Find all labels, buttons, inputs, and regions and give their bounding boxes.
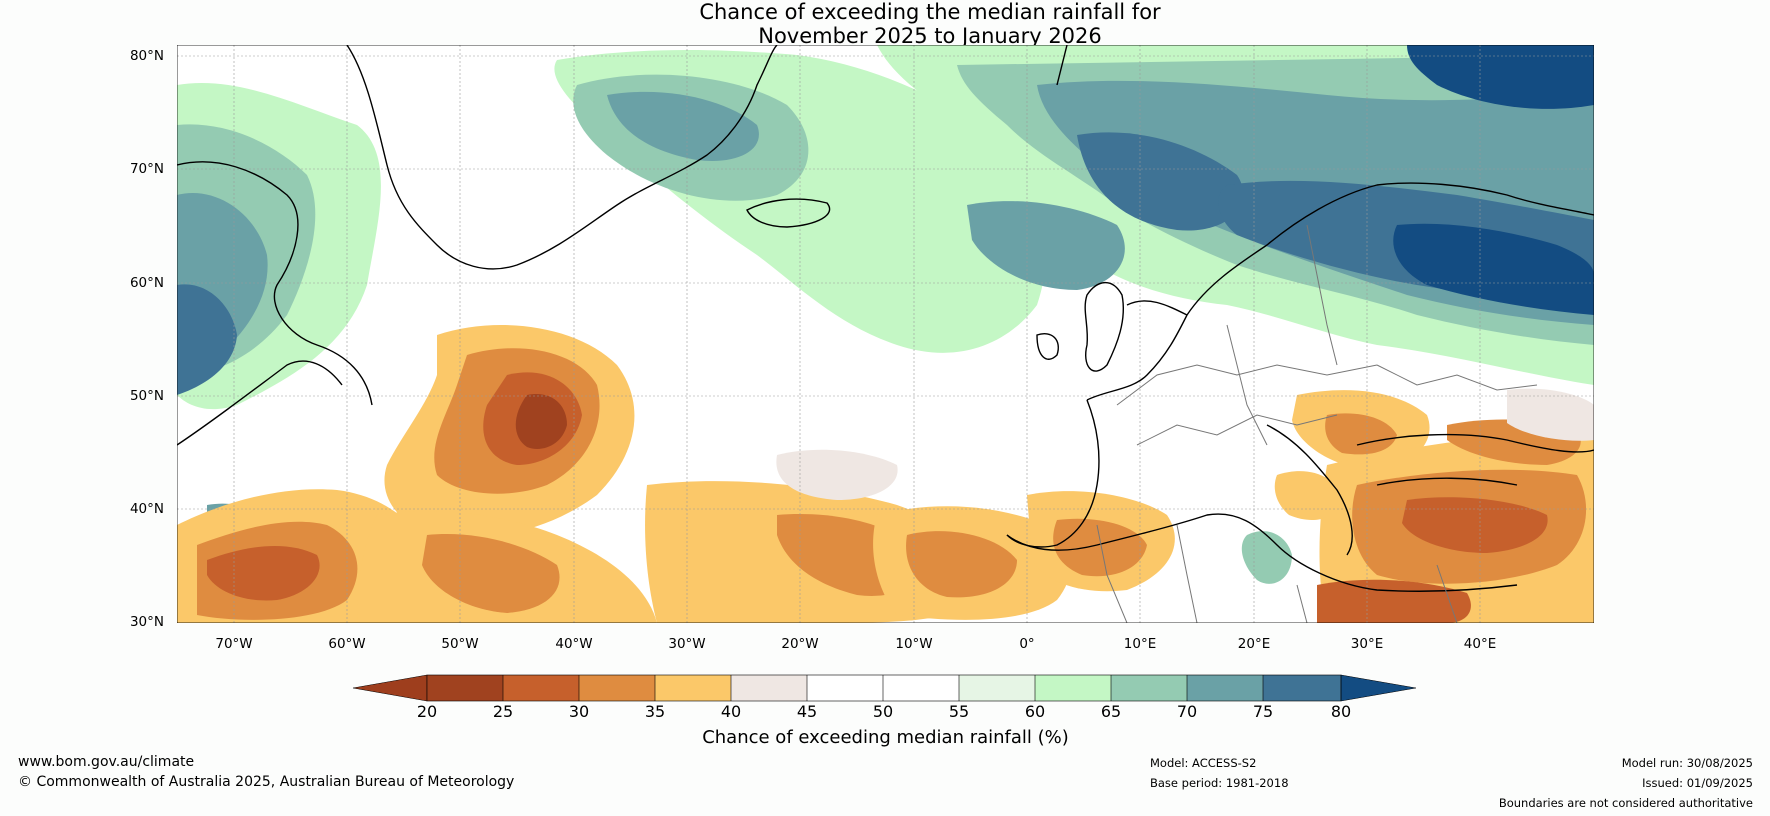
colorbar-bin-70-75 (1187, 675, 1263, 701)
disclaimer-text: Boundaries are not considered authoritat… (1498, 796, 1753, 810)
lat-label-80n: 80°N (129, 48, 164, 64)
issued-text: Issued: 01/09/2025 (1642, 776, 1753, 790)
colorbar-tick-35: 35 (644, 702, 666, 721)
lat-label-70n: 70°N (129, 161, 164, 177)
base-period-text: Base period: 1981-2018 (1150, 776, 1289, 790)
map-title-line-1: Chance of exceeding the median rainfall … (699, 0, 1161, 24)
colorbar-tick-80: 80 (1330, 702, 1352, 721)
national-borders (1096, 224, 1538, 623)
colorbar-bin-25-30 (503, 675, 579, 701)
lon-label-30e: 30°E (1350, 636, 1384, 652)
lon-label-10w: 10°W (895, 636, 933, 652)
colorbar-tick-30: 30 (568, 702, 590, 721)
colorbar-tick-60: 60 (1024, 702, 1046, 721)
lon-label-10e: 10°E (1123, 636, 1157, 652)
colorbar-extend-low (353, 674, 428, 702)
copyright-text: © Commonwealth of Australia 2025, Austra… (18, 774, 515, 790)
colorbar-bin-30-35 (579, 675, 655, 701)
lat-label-40n: 40°N (129, 501, 164, 517)
rainfall-probability-map (177, 45, 1594, 623)
colorbar-tick-65: 65 (1100, 702, 1122, 721)
colorbar-bin-20-25 (427, 675, 503, 701)
colorbar-bin-65-70 (1111, 675, 1187, 701)
map-title: Chance of exceeding the median rainfall … (0, 0, 1770, 48)
colorbar-bin-35-40 (655, 675, 731, 701)
colorbar-tick-55: 55 (948, 702, 970, 721)
website-link[interactable]: www.bom.gov.au/climate (18, 754, 195, 770)
lon-label-70w: 70°W (215, 636, 253, 652)
colorbar-bin-60-65 (1035, 675, 1111, 701)
wet-anomaly-regions (177, 45, 1594, 584)
dry-anomaly-regions (177, 325, 1594, 623)
lat-label-30n: 30°N (129, 614, 164, 630)
colorbar-extend-high (1340, 674, 1417, 702)
colorbar-label: Chance of exceeding median rainfall (%) (702, 727, 1069, 748)
lon-label-20e: 20°E (1237, 636, 1271, 652)
colorbar-tick-75: 75 (1252, 702, 1274, 721)
colorbar-dividers (426, 674, 1342, 702)
colorbar-tick-20: 20 (416, 702, 438, 721)
colorbar (353, 674, 1417, 702)
colorbar-tick-40: 40 (720, 702, 742, 721)
graticule-lines (177, 45, 1594, 623)
colorbar-tick-45: 45 (796, 702, 818, 721)
lat-label-50n: 50°N (129, 388, 164, 404)
lon-label-50w: 50°W (441, 636, 479, 652)
colorbar-bin-50-55 (883, 675, 959, 701)
coastlines (177, 45, 1594, 592)
map-title-line-2: November 2025 to January 2026 (758, 24, 1102, 48)
lon-label-0: 0° (1019, 636, 1035, 652)
model-text: Model: ACCESS-S2 (1150, 756, 1257, 770)
colorbar-tick-50: 50 (872, 702, 894, 721)
colorbar-bin-45-50 (807, 675, 883, 701)
lon-label-40e: 40°E (1463, 636, 1497, 652)
lon-label-30w: 30°W (668, 636, 706, 652)
colorbar-bin-75-80 (1263, 675, 1341, 701)
colorbar-bin-55-60 (959, 675, 1035, 701)
lon-label-60w: 60°W (328, 636, 366, 652)
colorbar-bin-40-45 (731, 675, 807, 701)
colorbar-tick-25: 25 (492, 702, 514, 721)
colorbar-tick-70: 70 (1176, 702, 1198, 721)
model-run-text: Model run: 30/08/2025 (1621, 756, 1753, 770)
lon-label-40w: 40°W (555, 636, 593, 652)
lat-label-60n: 60°N (129, 275, 164, 291)
lon-label-20w: 20°W (781, 636, 819, 652)
